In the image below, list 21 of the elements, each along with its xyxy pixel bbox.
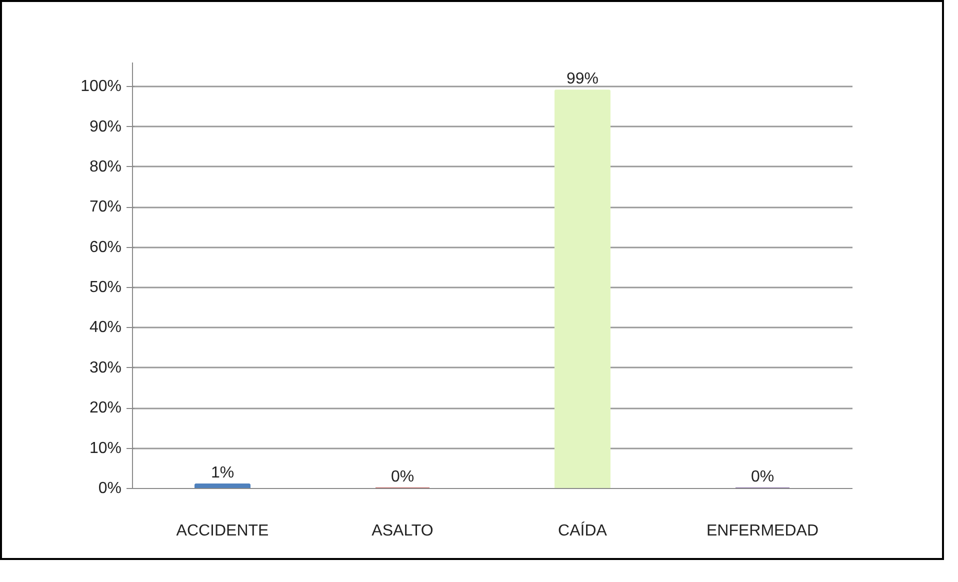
data-label: 0% — [390, 468, 414, 486]
bar — [554, 90, 610, 488]
x-tick-label: ASALTO — [372, 522, 434, 540]
data-label: 99% — [566, 70, 599, 88]
y-tick-label: 80% — [89, 158, 122, 176]
data-label: 1% — [210, 464, 234, 482]
y-tick-label: 70% — [89, 198, 122, 216]
bar — [194, 483, 250, 488]
y-tick-label: 50% — [89, 279, 122, 296]
y-tick-label: 40% — [89, 319, 122, 336]
y-tick-label: 100% — [80, 78, 122, 96]
y-tick-label: 90% — [89, 118, 122, 136]
y-tick-label: 60% — [89, 238, 122, 256]
x-tick-label: ACCIDENTE — [176, 522, 269, 540]
y-tick-label: 0% — [98, 480, 122, 497]
x-tick-label: CAÍDA — [558, 522, 608, 540]
y-tick-label: 20% — [89, 400, 122, 417]
y-tick-label: 30% — [89, 359, 122, 376]
data-label: 0% — [750, 468, 774, 486]
y-tick-label: 10% — [89, 440, 122, 457]
x-tick-label: ENFERMEDAD — [706, 522, 819, 540]
